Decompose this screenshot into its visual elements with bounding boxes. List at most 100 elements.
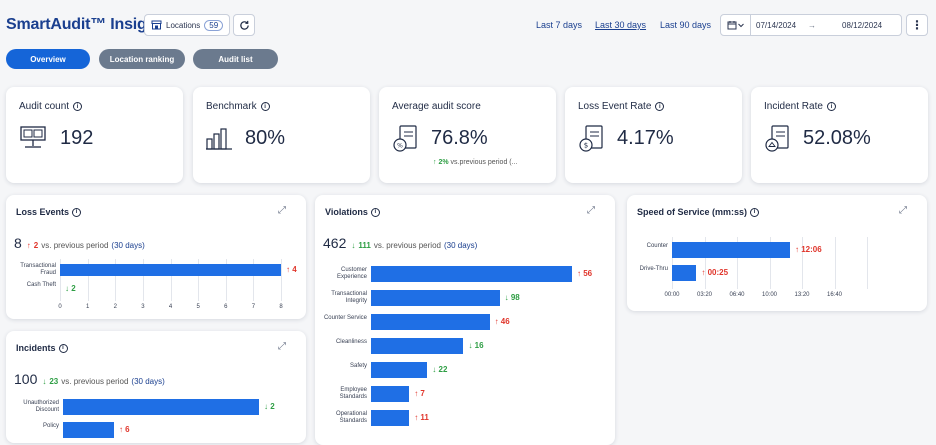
trend-value: 111 — [358, 241, 371, 250]
bar[interactable] — [371, 362, 428, 378]
kpi-incident-rate: Incident Rate i 52.08% — [751, 87, 928, 183]
svg-text:%: % — [397, 143, 403, 150]
kpi-loss-event-rate: Loss Event Rate i $ 4.17% — [565, 87, 742, 183]
x-tick-label: 13:20 — [794, 292, 810, 298]
trend-arrow: ↓ — [351, 241, 356, 250]
x-tick-label: 06:40 — [729, 292, 745, 298]
bar-delta: ↑ 6 — [118, 425, 130, 434]
bar[interactable] — [371, 314, 490, 330]
trend-value: 23 — [49, 377, 59, 386]
bar[interactable] — [63, 422, 114, 438]
info-icon[interactable]: i — [826, 102, 836, 111]
bar-delta: ↑ 12:06 — [794, 245, 822, 254]
x-tick-label: 5 — [196, 304, 200, 310]
x-tick-label: 6 — [224, 304, 228, 310]
violations-summary: 462 ↓ 111 vs. previous period (30 days) — [323, 235, 477, 251]
info-icon[interactable]: i — [72, 207, 82, 217]
bar-label: Cash Theft — [26, 282, 56, 288]
kpi-trend: ↑ 2% vs.previous period (... — [433, 159, 517, 166]
kpi-benchmark: Benchmark i 80% — [193, 87, 370, 183]
kpi-average-audit-score: Average audit score % 76.8% ↑ 2% vs.prev… — [379, 87, 556, 183]
trend-period: (30 days) — [443, 241, 478, 250]
bar[interactable] — [371, 386, 410, 402]
bar-label: Transactional Integrity — [331, 291, 367, 304]
calendar-dropdown[interactable] — [721, 15, 751, 35]
info-icon[interactable]: i — [73, 102, 83, 111]
grid-line — [115, 259, 117, 301]
info-icon[interactable]: i — [58, 343, 68, 353]
info-icon[interactable]: i — [370, 207, 380, 217]
bar[interactable] — [672, 265, 697, 281]
x-tick-label: 1 — [85, 304, 90, 310]
bar-delta: ↓ 2 — [65, 284, 76, 293]
x-tick-label: 03:20 — [696, 292, 712, 298]
grid-line — [170, 259, 172, 301]
x-tick-label: 4 — [168, 304, 173, 310]
bar[interactable] — [371, 338, 464, 354]
trend-text: vs. previous period — [41, 241, 109, 250]
bar[interactable] — [672, 242, 790, 258]
info-icon[interactable]: i — [260, 102, 270, 111]
incidents-summary: 100 ↓ 23 vs. previous period (30 days) — [14, 371, 165, 387]
bar-chart-icon — [206, 128, 232, 150]
tab-audit-list[interactable]: Audit list — [193, 49, 278, 69]
expand-icon[interactable]: ⤢ — [899, 205, 907, 216]
tab-overview[interactable]: Overview — [6, 49, 90, 69]
bar[interactable] — [371, 290, 500, 306]
grid-line — [225, 259, 227, 301]
kpi-value: 76.8% — [431, 127, 488, 149]
trend-arrow: ↑ — [433, 159, 437, 166]
card-title: Loss Events — [16, 207, 70, 217]
kpi-value: 52.08% — [803, 127, 871, 149]
info-icon[interactable]: i — [750, 207, 760, 217]
grid-line — [672, 237, 673, 289]
bar-delta: ↓ 2 — [264, 402, 275, 411]
kpi-label: Audit count — [19, 101, 70, 112]
trend-text: vs.previous period (... — [450, 159, 518, 166]
locations-button[interactable]: Locations 59 — [144, 14, 231, 36]
bar-delta: ↑ 4 — [286, 265, 297, 274]
trend-arrow: ↓ — [42, 377, 47, 386]
tab-location-ranking[interactable]: Location ranking — [99, 49, 185, 69]
date-from-input[interactable]: 07/14/2024 — [756, 20, 797, 30]
x-tick-label: 10:00 — [761, 292, 777, 298]
expand-icon[interactable]: ⤢ — [278, 341, 286, 352]
date-to-input[interactable]: 08/12/2024 — [842, 20, 883, 30]
kpi-value: 80% — [245, 127, 286, 149]
x-tick-label: 8 — [279, 304, 283, 310]
bar-label: Unauthorized Discount — [23, 400, 59, 413]
bar[interactable] — [60, 264, 281, 276]
date-range-picker[interactable]: 07/14/2024 → 08/12/2024 — [720, 14, 902, 36]
calendar-icon — [727, 21, 737, 30]
more-options-button[interactable]: ⋮ — [906, 14, 928, 36]
expand-icon[interactable]: ⤢ — [278, 205, 286, 216]
kpi-audit-count: Audit count i 192 — [6, 87, 183, 183]
kpi-value: 4.17% — [617, 127, 674, 149]
svg-text:$: $ — [584, 142, 588, 150]
x-tick-label: 16:40 — [826, 292, 842, 298]
grid-line — [60, 259, 61, 301]
grid-line — [704, 237, 706, 289]
expand-icon[interactable]: ⤢ — [587, 205, 595, 216]
refresh-button[interactable] — [233, 14, 255, 36]
card-title: Violations — [325, 207, 368, 217]
info-icon[interactable]: i — [655, 102, 665, 111]
bar[interactable] — [63, 399, 259, 415]
kpi-label: Benchmark — [206, 101, 257, 112]
range-last-90-days[interactable]: Last 90 days — [660, 20, 712, 30]
x-tick-label: 00:00 — [664, 292, 680, 298]
bar-label: Cleanliness — [335, 339, 367, 345]
range-last-7-days[interactable]: Last 7 days — [536, 20, 583, 30]
counter-display-icon — [20, 126, 46, 148]
chevron-down-icon — [738, 23, 744, 27]
loss-events-card: Loss Events i ⤢ 8 ↑ 2 vs. previous period… — [6, 195, 306, 319]
dollar-document-icon: $ — [579, 125, 603, 152]
kpi-label: Incident Rate — [764, 101, 823, 112]
range-last-30-days[interactable]: Last 30 days — [595, 20, 647, 30]
bar-label: Policy — [42, 423, 59, 429]
grid-line — [867, 237, 868, 289]
bar[interactable] — [371, 266, 572, 282]
grid-line — [253, 259, 255, 301]
bar-label: Counter Service — [323, 315, 367, 321]
bar[interactable] — [371, 410, 410, 426]
